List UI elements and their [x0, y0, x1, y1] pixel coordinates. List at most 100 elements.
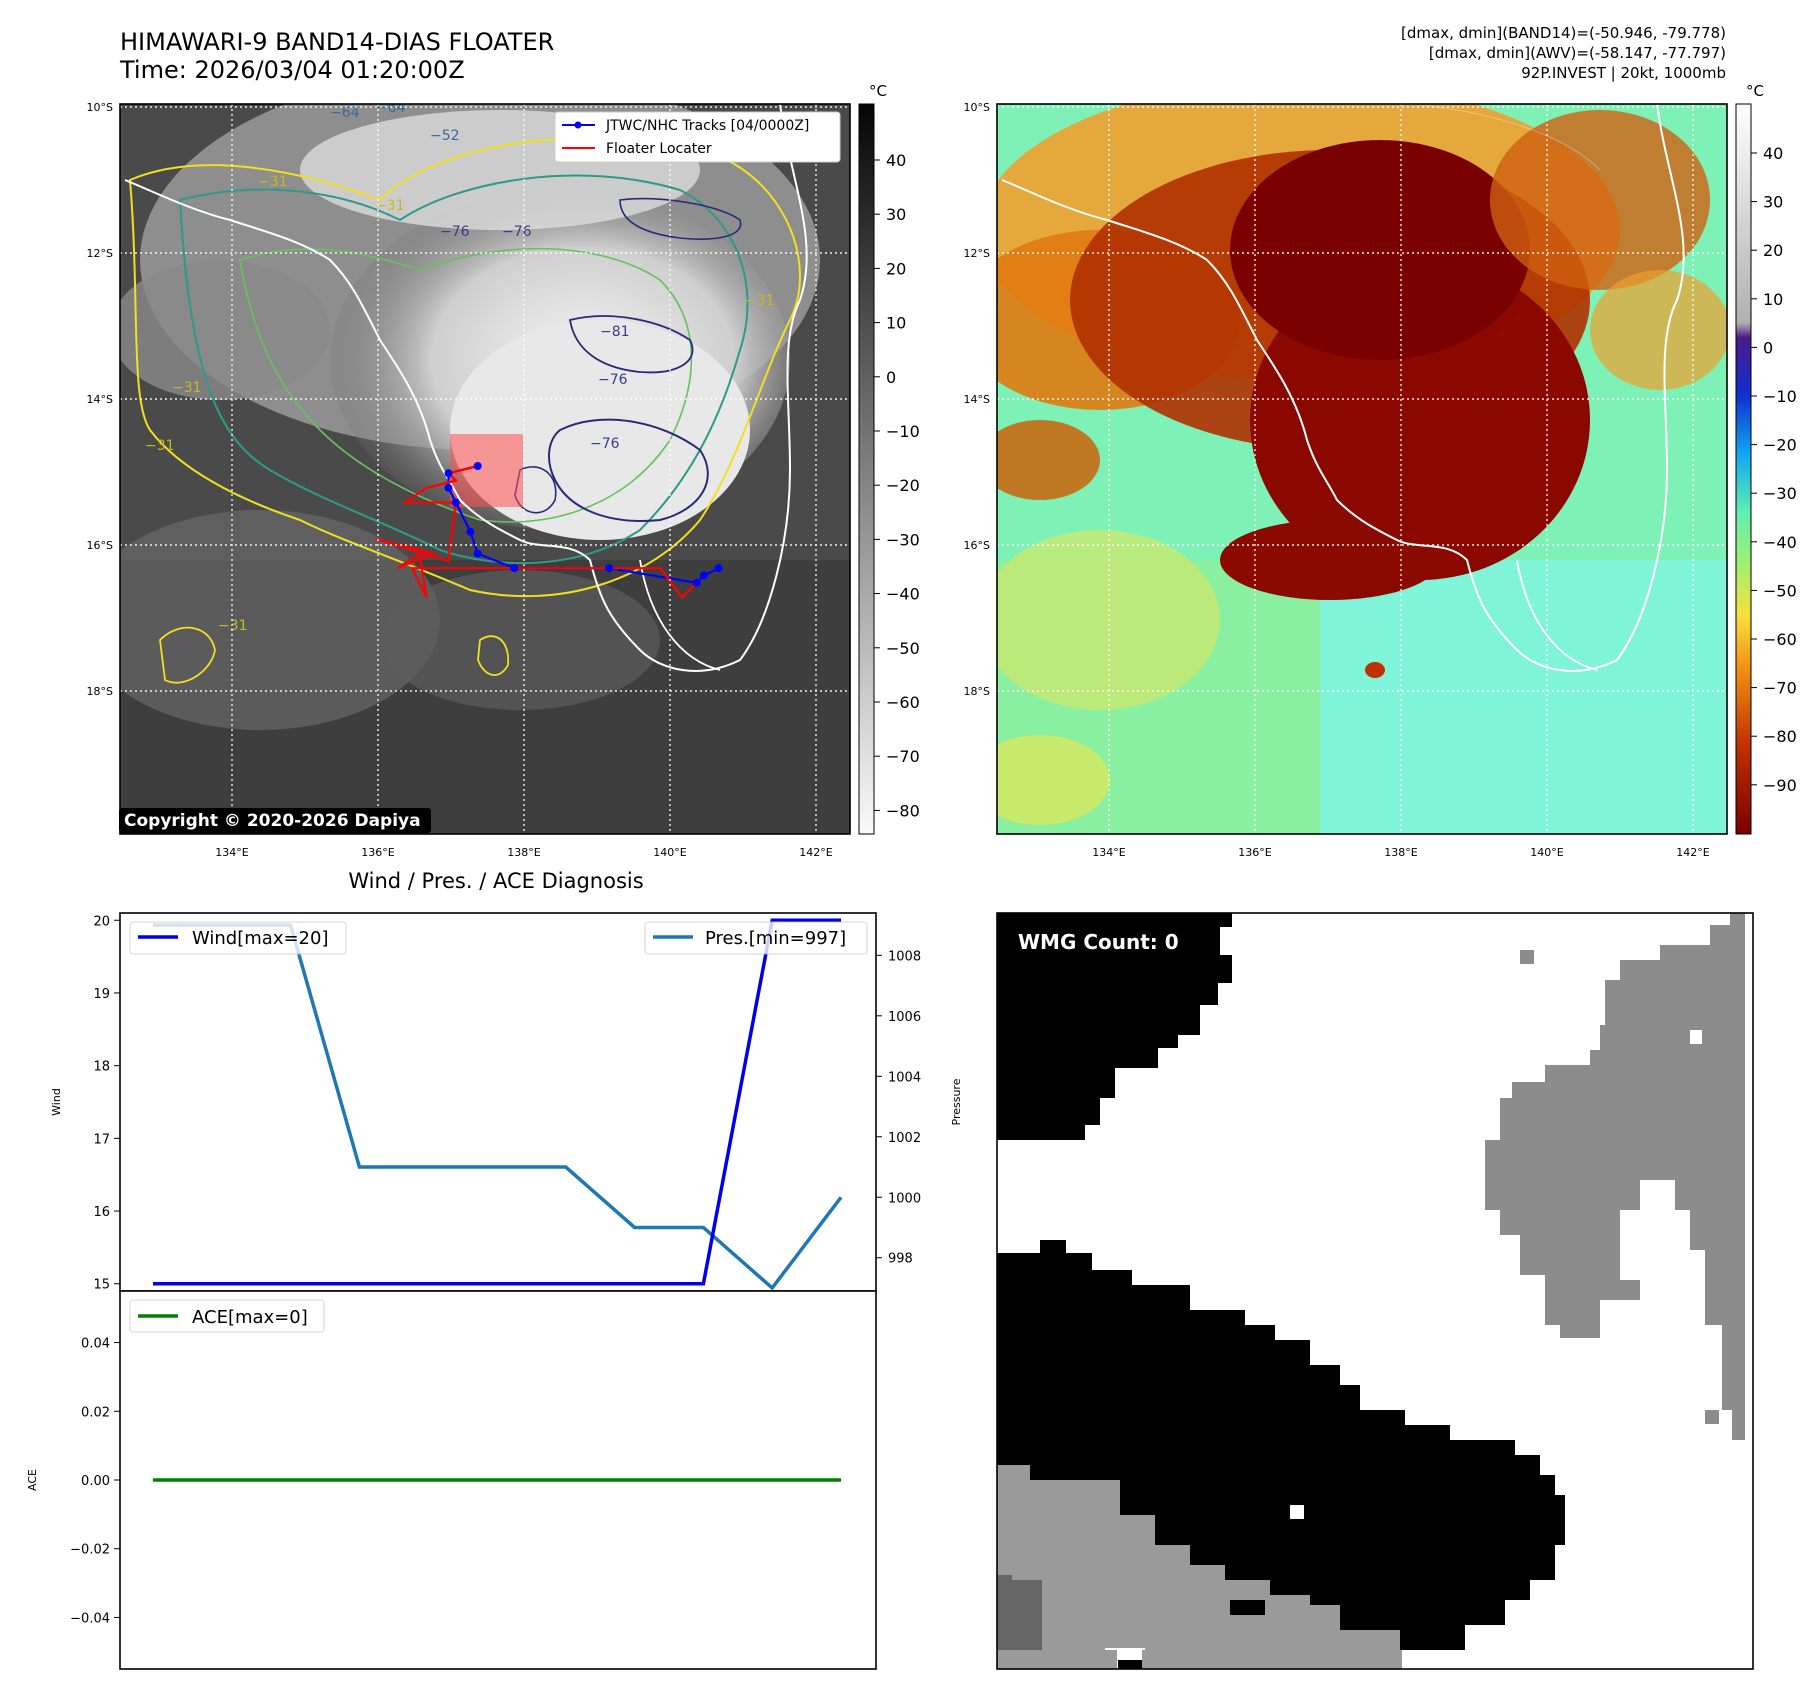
wind-ytick-label: 16 — [93, 1205, 110, 1220]
ir-colorbar — [858, 103, 875, 835]
lon-label: 138°E — [1384, 846, 1417, 859]
colorbar-tick-label: −40 — [886, 585, 920, 604]
colorbar-tick-label: −20 — [1763, 436, 1797, 455]
wind-ylabel: Wind — [50, 1088, 63, 1116]
wind-ytick-label: 18 — [93, 1060, 110, 1075]
track-point — [692, 578, 701, 587]
contour-label: −76 — [502, 224, 532, 240]
contour-label: −76 — [440, 224, 470, 240]
contour-label: −52 — [430, 128, 460, 144]
wind-ytick-label: 19 — [93, 987, 110, 1002]
ace-ytick-label: 0.02 — [81, 1405, 110, 1420]
contour-label: −31 — [172, 380, 202, 396]
ace-ytick-label: 0.04 — [81, 1337, 110, 1352]
colorbar-tick-label: −80 — [886, 801, 920, 820]
lon-label: 136°E — [1238, 846, 1271, 859]
colorbar-tick-label: −30 — [886, 530, 920, 549]
ir-gridlines — [120, 104, 850, 834]
title-line-2: Time: 2026/03/04 01:20:00Z — [119, 56, 465, 84]
lat-label: 14°S — [87, 393, 113, 406]
track-point — [451, 498, 460, 507]
wind-pressure-axes — [119, 912, 877, 1292]
lon-label: 140°E — [1530, 846, 1563, 859]
pressure-legend-label: Pres.[min=997] — [705, 928, 846, 949]
colorbar-tick-label: −70 — [886, 747, 920, 766]
track-point — [466, 527, 475, 536]
colorbar-tick-label: 0 — [1763, 338, 1773, 357]
colorbar-tick-label: −40 — [1763, 533, 1797, 552]
stats-line-3: 92P.INVEST | 20kt, 1000mb — [1521, 64, 1726, 82]
colorbar-tick-label: −10 — [886, 422, 920, 441]
ace-ylabel: ACE — [26, 1469, 39, 1491]
colorbar-tick-label: 10 — [1763, 290, 1783, 309]
colorbar-tick-label: −10 — [1763, 387, 1797, 406]
copyright-text: Copyright © 2020-2026 Dapiya — [124, 811, 421, 831]
contour-label: −31 — [745, 293, 775, 309]
pressure-ytick-label: 1008 — [888, 949, 921, 964]
contour-label: −64 — [330, 105, 360, 121]
awv-coastline — [1001, 104, 1685, 672]
title-line-1: HIMAWARI-9 BAND14-DIAS FLOATER — [120, 28, 554, 56]
awv-gridlines — [997, 104, 1727, 834]
contour-label: −64 — [376, 100, 406, 116]
jtwc-track-points — [444, 462, 723, 587]
ir-colorbar-unit: °C — [869, 82, 887, 100]
lat-label: 10°S — [87, 101, 113, 114]
awv-colorbar-unit: °C — [1746, 82, 1764, 100]
wind-series-line — [153, 918, 841, 1286]
track-point — [714, 564, 723, 573]
colorbar-tick-label: 10 — [886, 314, 906, 333]
lat-label: 12°S — [964, 247, 990, 260]
pressure-ylabel: Pressure — [950, 1078, 963, 1125]
ir-map-panel: −64 −64 −52 −31 −31 −76 −76 −81 −76 −76 … — [87, 82, 920, 859]
legend-track-label: JTWC/NHC Tracks [04/0000Z] — [605, 118, 809, 134]
colorbar-tick-label: −60 — [1763, 630, 1797, 649]
track-point — [473, 549, 482, 558]
wmg-count-label: WMG Count: 0 — [1018, 930, 1179, 954]
ace-ytick-label: −0.04 — [70, 1611, 110, 1626]
contour-label: −76 — [598, 372, 628, 388]
colorbar-tick-label: −90 — [1763, 776, 1797, 795]
contour-label: −31 — [375, 198, 405, 214]
contour-navy-3 — [619, 197, 742, 240]
colorbar-tick-label: −70 — [1763, 679, 1797, 698]
contour-navy-1 — [548, 418, 709, 522]
ace-ytick-label: −0.02 — [70, 1543, 110, 1558]
colorbar-tick-label: −20 — [886, 476, 920, 495]
colorbar-tick-label: −80 — [1763, 727, 1797, 746]
colorbar-tick-label: −50 — [1763, 581, 1797, 600]
contour-label: −76 — [590, 436, 620, 452]
colorbar-tick-label: 40 — [1763, 144, 1783, 163]
wmg-panel: WMG Count: 0 — [996, 912, 1754, 1670]
wmg-black-region-bottom — [997, 1240, 1565, 1650]
wind-ytick-label: 15 — [93, 1278, 110, 1293]
pressure-ytick-label: 1000 — [888, 1191, 921, 1206]
pressure-ytick-label: 1006 — [888, 1010, 921, 1025]
colorbar-tick-label: 30 — [886, 205, 906, 224]
contour-navy-2 — [568, 315, 694, 374]
wind-ytick-label: 20 — [93, 914, 110, 929]
colorbar-tick-label: 20 — [1763, 241, 1783, 260]
lat-label: 12°S — [87, 247, 113, 260]
lat-label: 16°S — [964, 539, 990, 552]
lat-label: 18°S — [87, 685, 113, 698]
wind-legend: Wind[max=20] — [129, 921, 347, 955]
lon-label: 138°E — [507, 846, 540, 859]
lon-label: 134°E — [1092, 846, 1125, 859]
wind-ytick-label: 17 — [93, 1132, 110, 1147]
colorbar-tick-label: 40 — [886, 151, 906, 170]
contour-label: −31 — [218, 618, 248, 634]
track-point — [444, 483, 453, 492]
lon-label: 140°E — [653, 846, 686, 859]
colorbar-tick-label: 20 — [886, 259, 906, 278]
ace-legend-label: ACE[max=0] — [192, 1307, 308, 1328]
lon-label: 136°E — [361, 846, 394, 859]
lon-label: 134°E — [215, 846, 248, 859]
diagnosis-title: Wind / Pres. / ACE Diagnosis — [348, 869, 643, 893]
track-point — [700, 571, 708, 580]
pressure-ytick-label: 1004 — [888, 1070, 921, 1085]
wmg-black-region-top — [997, 913, 1232, 1140]
contour-label: −31 — [258, 174, 288, 190]
wind-legend-label: Wind[max=20] — [192, 928, 329, 949]
